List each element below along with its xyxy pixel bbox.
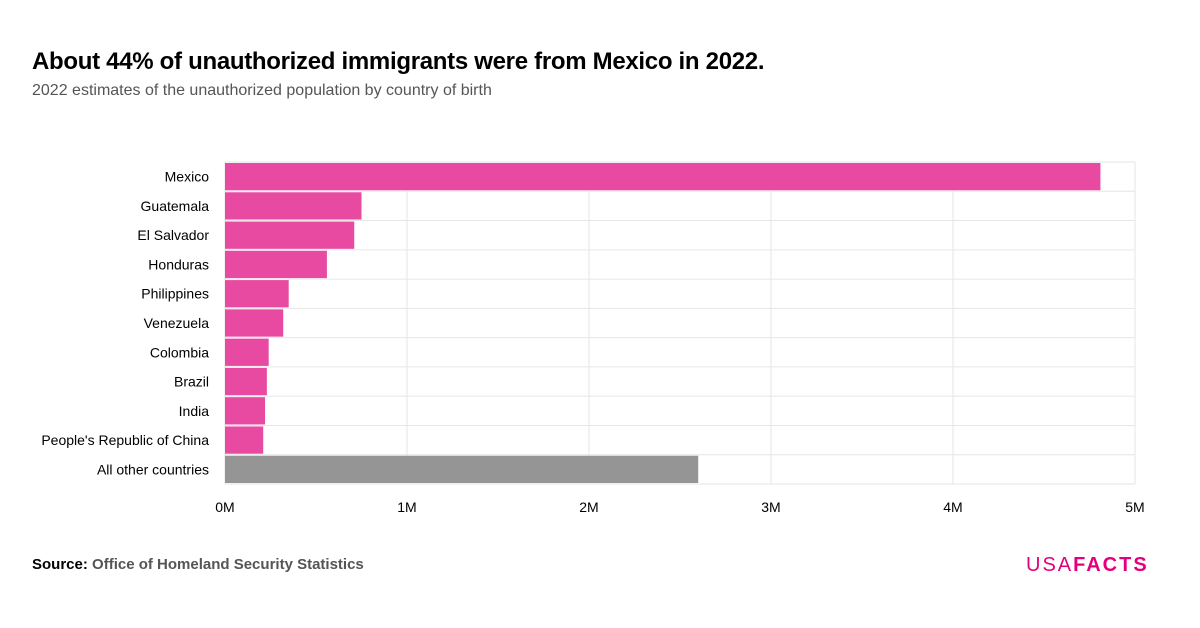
source-value: Office of Homeland Security Statistics [92,556,364,573]
source-label: Source: [32,556,88,573]
category-label: Mexico [165,169,210,185]
bar [225,397,266,425]
category-label: Venezuela [144,315,210,331]
bar [225,250,327,279]
category-label: Brazil [174,374,209,390]
x-tick-label: 0M [215,499,234,515]
category-label: Guatemala [141,198,210,214]
chart-subtitle: 2022 estimates of the unauthorized popul… [32,82,492,99]
x-tick-label: 4M [943,499,962,515]
category-label: Colombia [150,344,209,360]
category-label: All other countries [97,461,209,477]
category-label: Philippines [141,286,209,302]
category-label: People's Republic of China [41,432,209,448]
bar [225,163,1101,191]
x-tick-label: 3M [761,499,780,515]
bar [225,309,284,337]
category-label: El Salvador [137,227,209,243]
usafacts-logo: USAFACTS [1026,554,1149,577]
x-tick-label: 2M [579,499,598,515]
bar [225,367,267,396]
logo-bold-text: FACTS [1073,554,1149,576]
bar [225,338,269,366]
bar [225,426,264,454]
bar [225,455,699,483]
source-note: Source: Office of Homeland Security Stat… [32,556,364,573]
x-tick-label: 5M [1125,499,1144,515]
category-label: India [179,403,210,419]
logo-light-text: USA [1026,554,1074,576]
chart-title: About 44% of unauthorized immigrants wer… [32,48,765,75]
bar [225,280,289,308]
category-label: Honduras [148,256,209,272]
x-tick-label: 1M [397,499,416,515]
bar [225,221,355,249]
bar [225,192,362,220]
